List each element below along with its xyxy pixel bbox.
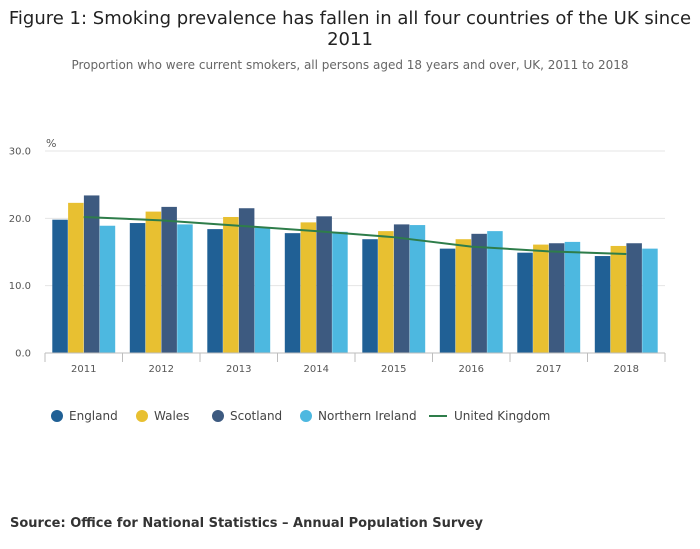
bar-northern-ireland-2015: [409, 225, 426, 353]
legend-label-scotland: Scotland: [230, 409, 282, 423]
x-tick-label: 2018: [614, 364, 639, 375]
y-tick-label: 0.0: [15, 349, 31, 360]
bar-england-2013: [207, 229, 223, 353]
y-axis-ticks: 0.0 10.0 20.0 30.0: [9, 147, 31, 360]
bar-wales-2013: [223, 216, 239, 353]
bar-scotland-2017: [548, 243, 565, 353]
x-tick-label: 2017: [536, 364, 561, 375]
bar-wales-2018: [610, 245, 627, 353]
y-axis-unit: %: [46, 137, 56, 150]
bar-wales-2015: [378, 231, 394, 353]
bar-scotland-2014: [316, 216, 332, 353]
y-tick-label: 30.0: [9, 147, 31, 158]
legend-swatch-england: [51, 410, 63, 422]
uk-line-layer: [83, 215, 627, 256]
source-note: Source: Office for National Statistics –…: [10, 516, 484, 531]
legend-swatch-scotland: [212, 410, 224, 422]
bar-wales-2012: [145, 211, 162, 353]
bar-wales-2011: [68, 202, 84, 353]
bar-scotland-2018: [626, 243, 642, 353]
bar-england-2017: [517, 252, 533, 353]
legend-label-united-kingdom: United Kingdom: [454, 409, 550, 423]
x-tick-label: 2011: [71, 364, 96, 375]
bar-northern-ireland-2012: [177, 224, 193, 353]
bar-northern-ireland-2017: [564, 241, 581, 353]
bar-scotland-2012: [161, 206, 177, 353]
bar-wales-2014: [300, 222, 317, 353]
bar-wales-2017: [533, 244, 549, 353]
bar-england-2015: [362, 239, 378, 353]
bar-wales-2016: [455, 239, 472, 353]
x-tick-label: 2015: [381, 364, 406, 375]
chart-title-line-1: Figure 1: Smoking prevalence has fallen …: [9, 8, 691, 29]
legend-swatch-northern-ireland: [300, 410, 312, 422]
bar-england-2018: [594, 256, 611, 353]
bar-northern-ireland-2016: [487, 231, 503, 353]
bar-scotland-2013: [238, 208, 255, 353]
legend-label-northern-ireland: Northern Ireland: [318, 409, 417, 423]
legend-swatch-wales: [136, 410, 148, 422]
chart-title-line-2: 2011: [327, 29, 373, 50]
x-tick-label: 2016: [459, 364, 484, 375]
bar-northern-ireland-2011: [99, 225, 116, 353]
legend-label-england: England: [69, 409, 118, 423]
united-kingdom-line: [83, 215, 627, 256]
bar-scotland-2016: [471, 233, 487, 353]
bar-northern-ireland-2014: [332, 231, 348, 353]
bar-england-2016: [439, 248, 456, 353]
y-tick-label: 20.0: [9, 214, 31, 225]
bar-england-2012: [129, 223, 146, 353]
bars: [52, 195, 658, 353]
legend-label-wales: Wales: [154, 409, 189, 423]
bar-northern-ireland-2013: [254, 227, 271, 353]
y-tick-label: 10.0: [9, 281, 31, 292]
x-axis: 2011 2012 2013 2014 2015 2016 2017 2018: [44, 352, 666, 375]
chart-subtitle: Proportion who were current smokers, all…: [71, 58, 628, 72]
x-tick-label: 2012: [149, 364, 174, 375]
bar-scotland-2015: [393, 224, 410, 353]
x-tick-label: 2013: [226, 364, 251, 375]
bar-northern-ireland-2018: [642, 248, 658, 353]
bar-england-2011: [52, 219, 68, 353]
x-tick-label: 2014: [304, 364, 329, 375]
bar-scotland-2011: [83, 195, 100, 353]
bar-england-2014: [284, 233, 301, 353]
legend: England Wales Scotland Northern Ireland Unit…: [51, 409, 550, 423]
